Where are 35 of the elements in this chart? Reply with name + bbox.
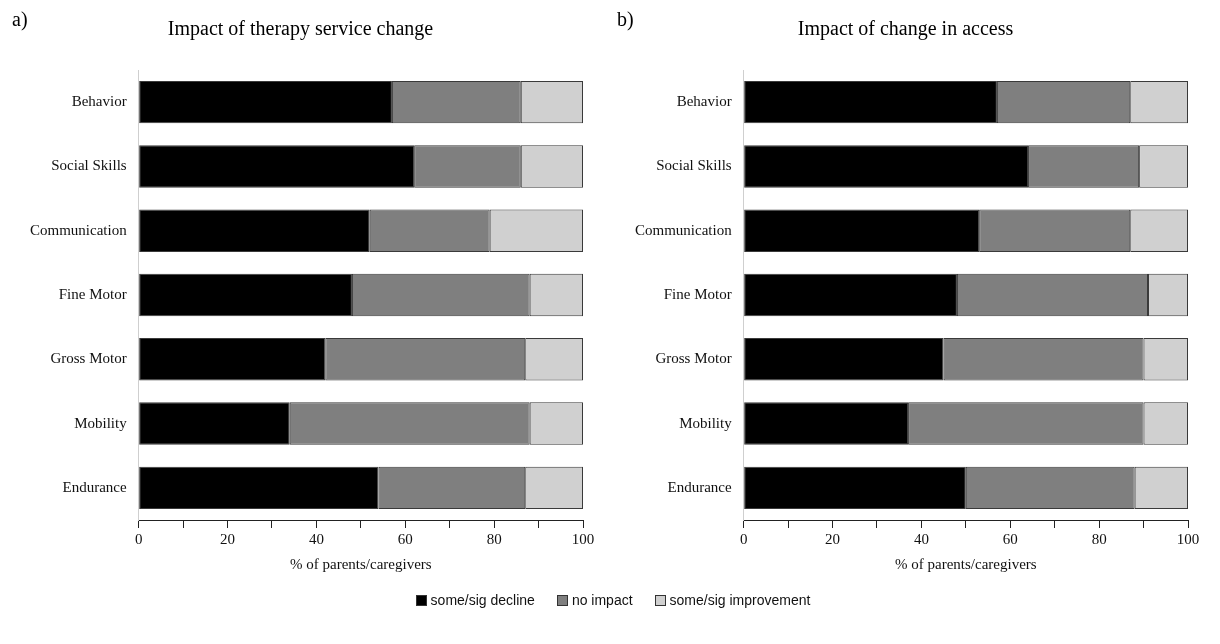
- text: a): [12, 8, 28, 31]
- x-tick-label: 20: [220, 530, 236, 547]
- y-tick-label: Communication: [29, 221, 128, 238]
- y-tick-label: Gross Motor: [50, 350, 127, 367]
- legend-label: some/sig decline: [430, 592, 535, 608]
- y-tick-label: Fine Motor: [663, 285, 732, 302]
- x-axis-title: % of parents/caregivers: [290, 555, 432, 572]
- y-tick-label: Fine Motor: [58, 285, 127, 302]
- chart-title: Impact of therapy service change: [167, 17, 434, 41]
- y-tick-label: Mobility: [74, 414, 128, 431]
- y-tick-label: Social Skills: [51, 157, 127, 174]
- y-tick-label: Behavior: [676, 93, 732, 110]
- y-tick-label: Gross Motor: [655, 350, 732, 367]
- chart-title: Impact of change in access: [797, 17, 1014, 41]
- x-tick-label: 20: [825, 530, 841, 547]
- x-axis-title: % of parents/caregivers: [895, 555, 1037, 572]
- x-tick-label: 0: [739, 530, 748, 547]
- x-tick-label: 100: [1176, 530, 1200, 547]
- legend-label: no impact: [571, 592, 633, 608]
- x-tick-label: 0: [134, 530, 143, 547]
- x-tick-label: 100: [571, 530, 595, 547]
- x-tick-label: 80: [1091, 530, 1107, 547]
- text: b): [617, 8, 634, 31]
- y-tick-label: Social Skills: [656, 157, 732, 174]
- y-tick-label: Endurance: [62, 478, 127, 495]
- y-tick-label: Communication: [634, 221, 733, 238]
- x-tick-label: 60: [1002, 530, 1018, 547]
- legend-label: some/sig improvement: [669, 592, 811, 608]
- y-tick-label: Mobility: [679, 414, 733, 431]
- y-tick-label: Behavior: [71, 93, 127, 110]
- x-tick-label: 80: [486, 530, 502, 547]
- x-tick-label: 60: [397, 530, 413, 547]
- y-tick-label: Endurance: [667, 478, 732, 495]
- x-tick-label: 40: [308, 530, 324, 547]
- x-tick-label: 40: [913, 530, 929, 547]
